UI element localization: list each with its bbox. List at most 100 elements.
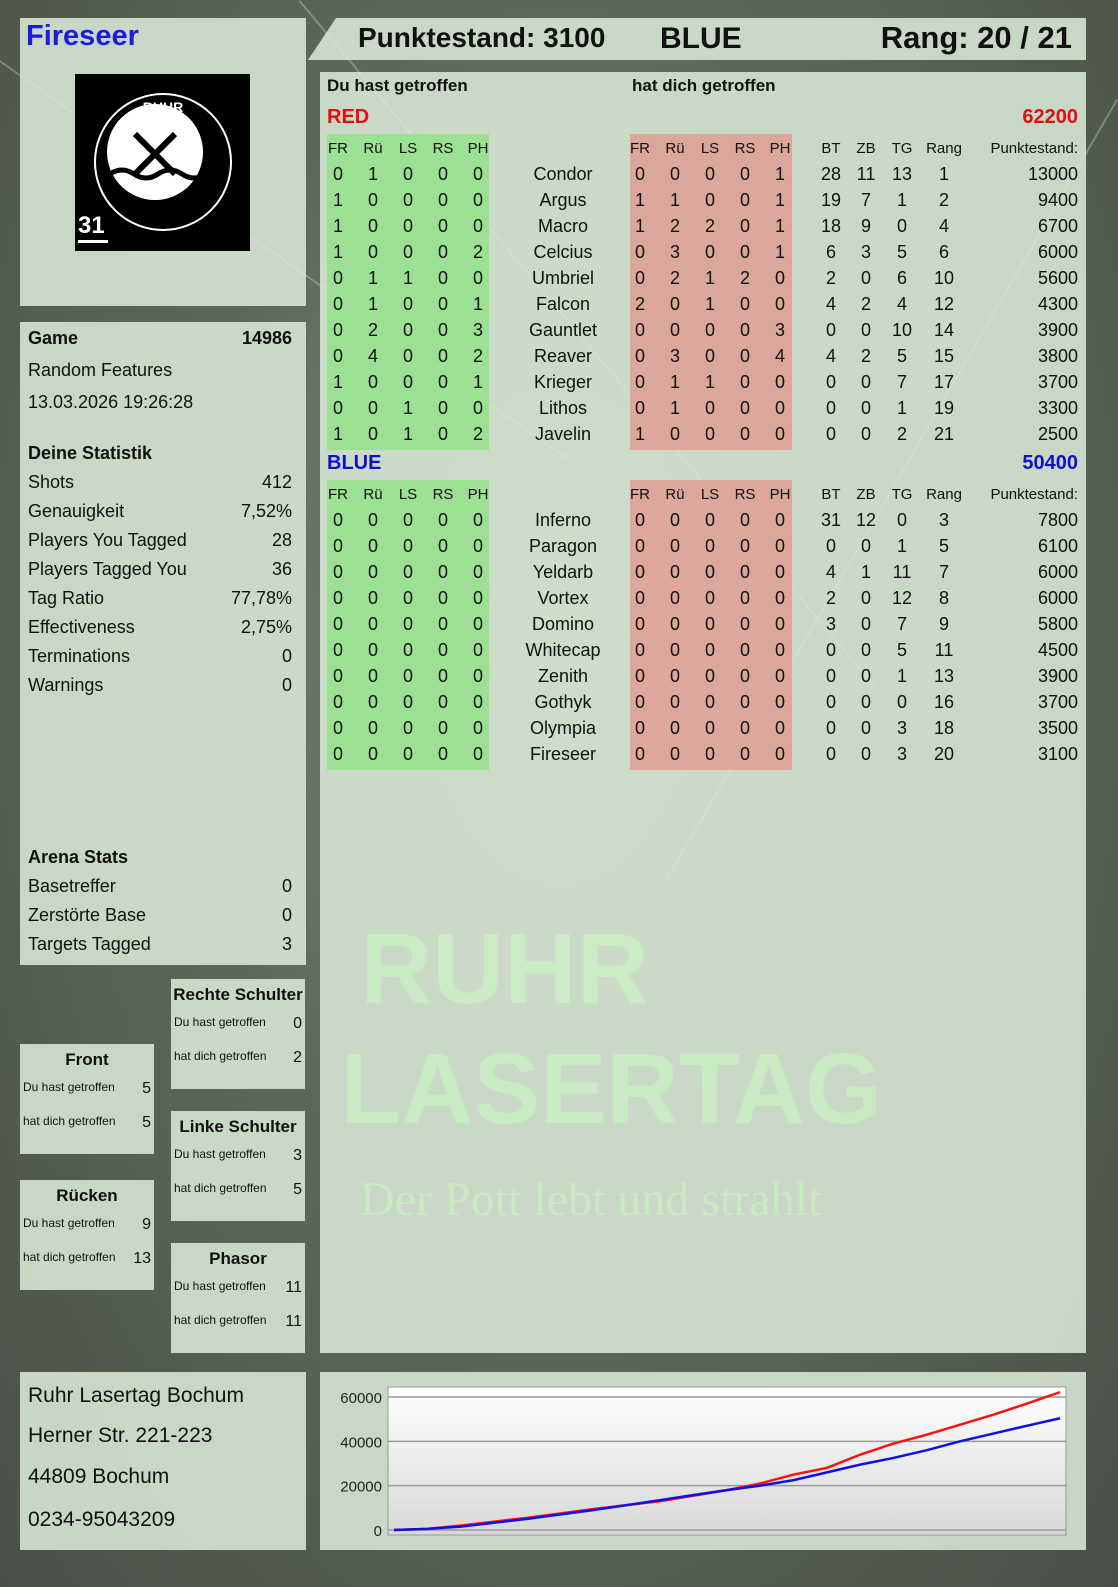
hit-label: hat dich getroffen [174,1049,267,1063]
hit-value: 5 [142,1080,151,1097]
hit-you-value: 0 [774,614,785,634]
you-hit-value: 0 [367,640,378,660]
you-hit-value: 0 [367,692,378,712]
hit-you-value: 0 [669,588,680,608]
hit-zone-phasor: Phasor Du hast getroffen 11 hat dich getrof… [171,1243,305,1353]
player-score: 13000 [1027,164,1078,184]
address-line: Herner Str. 221-223 [28,1424,213,1447]
stat-rang: 7 [938,562,949,582]
player-name: Inferno [534,510,592,530]
hit-you-value: 0 [739,294,750,314]
player-name: Falcon [535,294,591,314]
hit-you-value: 0 [669,614,680,634]
stat-tg: 12 [891,588,913,608]
you-hit-value: 0 [402,346,413,366]
hit-you-value: 0 [669,640,680,660]
you-hit-value: 0 [402,320,413,340]
hit-you-value: 0 [739,692,750,712]
you-hit-value: 0 [437,424,448,444]
player-score: 4300 [1037,294,1078,314]
stat-row: Players You Tagged 28 [28,530,292,551]
stat-rang: 15 [933,346,955,366]
hit-label: hat dich getroffen [23,1250,116,1264]
you-hit-value: 1 [402,268,413,288]
table-row: 0 0 0 0 0 Vortex 0 0 0 0 0 2 0 12 8 6000 [320,588,1086,614]
address-panel: Ruhr Lasertag Bochum Herner Str. 221-223… [20,1372,306,1550]
hit-you-value: 0 [634,666,645,686]
hit-you-value: 1 [704,268,715,288]
team-logo: RUHR 31 [75,74,250,251]
stat-value: 2,75% [240,617,292,637]
address-line: 44809 Bochum [28,1465,170,1488]
label-you-hit: Du hast getroffen [327,76,468,95]
hit-you-value: 0 [774,692,785,712]
you-hit-value: 0 [437,216,448,236]
hit-you-block [630,134,792,450]
hit-you-value: 0 [774,536,785,556]
hit-you-value: 0 [704,536,715,556]
you-hit-value: 0 [472,588,483,608]
stat-rang: 4 [938,216,949,236]
stats-panel: Game 14986 Random Features 13.03.2026 19:… [20,322,306,965]
hit-you-value: 0 [634,588,645,608]
you-hit-value: 0 [332,346,343,366]
hit-you-value: 0 [739,164,750,184]
hit-row: Du hast getroffen 9 [23,1216,151,1234]
column-header: LS [398,140,418,157]
hit-you-value: 2 [739,268,750,288]
player-name: Lithos [538,398,588,418]
stat-tg: 0 [896,216,907,236]
hit-you-value: 0 [739,242,750,262]
you-hit-value: 0 [472,614,483,634]
team-score: 50400 [1022,452,1078,474]
player-score: Punktestand: 3100 [358,22,606,53]
stat-bt: 0 [825,640,836,660]
player-score: 3100 [1037,744,1078,764]
hit-row: hat dich getroffen 11 [174,1313,302,1331]
stat-zb: 9 [860,216,871,236]
column-header: PH [769,486,791,503]
player-name: Yeldarb [532,562,594,582]
stat-bt: 6 [825,242,836,262]
hit-you-value: 0 [704,398,715,418]
stat-bt: 3 [825,614,836,634]
column-header: LS [700,140,720,157]
column-header: FR [630,140,650,157]
hit-label: Du hast getroffen [174,1279,266,1293]
arena-row: Basetreffer 0 [28,876,292,897]
stat-zb: 0 [860,718,871,738]
you-hit-value: 0 [332,398,343,418]
player-name: Zenith [537,666,589,686]
you-hit-value: 0 [472,536,483,556]
you-hit-value: 0 [402,294,413,314]
column-header: FR [328,140,348,157]
stat-rang: 3 [938,510,949,530]
column-header: Rü [363,140,383,157]
hit-you-value: 0 [634,744,645,764]
column-header: TG [891,486,913,503]
hit-value: 9 [142,1216,151,1233]
hit-you-value: 0 [669,294,680,314]
player-score: 6000 [1037,242,1078,262]
player-panel: Fireseer RUHR 31 [20,18,306,306]
hit-label: hat dich getroffen [23,1114,116,1128]
you-hit-value: 0 [437,346,448,366]
stat-tg: 3 [896,718,907,738]
stat-zb: 0 [860,536,871,556]
hit-row: hat dich getroffen 2 [174,1049,302,1067]
hit-you-value: 0 [634,372,645,392]
stat-label: Terminations [28,646,131,666]
stat-row: Players Tagged You 36 [28,559,292,580]
team-score: 62200 [1022,106,1078,128]
you-hit-value: 0 [472,562,483,582]
hit-you-value: 0 [669,666,680,686]
score-chart-panel: 60000 40000 20000 0 [320,1372,1086,1550]
score-chart: 60000 40000 20000 0 [340,1386,1067,1540]
hit-you-value: 3 [774,320,785,340]
player-name: Domino [531,614,595,634]
column-header: Rang [926,486,962,503]
player-score: 6000 [1037,588,1078,608]
you-hit-block [327,134,489,450]
table-row: 0 0 0 0 0 Domino 0 0 0 0 0 3 0 7 9 5800 [320,614,1086,640]
you-hit-value: 0 [402,666,413,686]
